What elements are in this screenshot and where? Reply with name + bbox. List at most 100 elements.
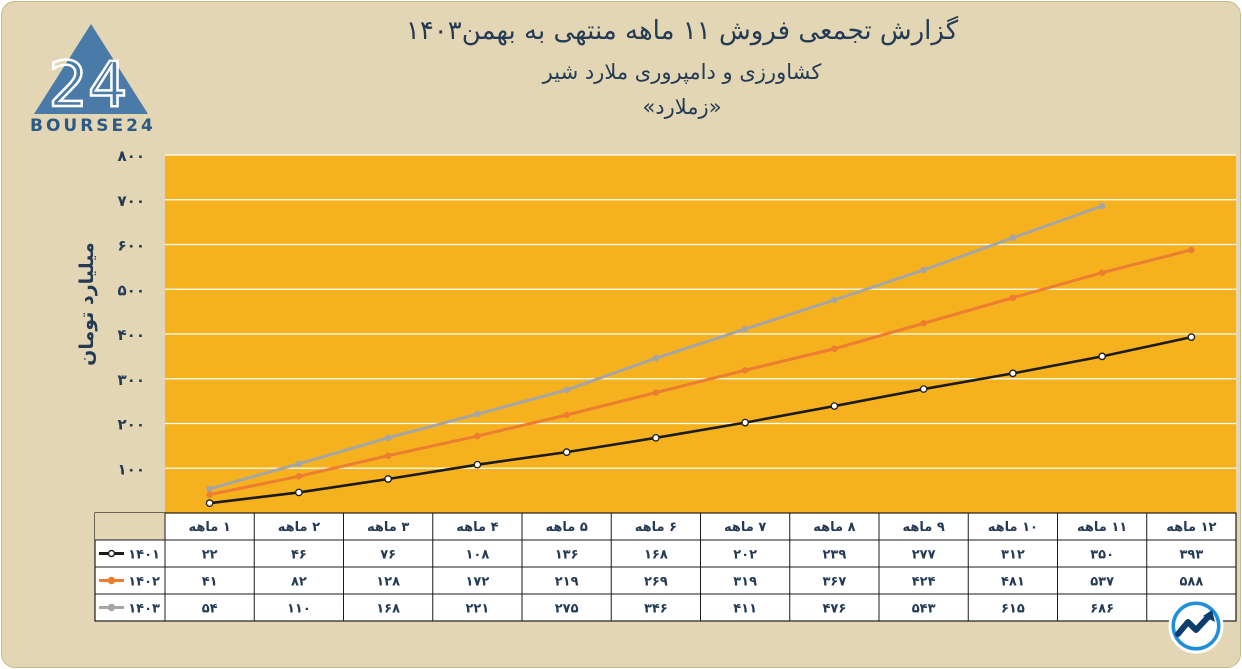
- table-value-cell: ۴۱۱: [733, 602, 757, 617]
- data-point: [384, 475, 392, 483]
- table-value-cell: ۳۵۰: [1090, 548, 1114, 563]
- x-category-label: ۸ ماهه: [813, 520, 855, 535]
- data-point: [473, 460, 482, 469]
- legend-series-name: ۱۴۰۱: [128, 548, 160, 563]
- data-point: [920, 320, 927, 327]
- chart-title: گزارش تجمعی فروش ۱۱ ماهه منتهی به بهمن۱۴…: [405, 16, 959, 46]
- x-category-label: ۵ ماهه: [545, 520, 587, 535]
- data-point: [295, 488, 303, 497]
- table-value-cell: ۱۰۸: [465, 548, 489, 563]
- table-value-cell: ۴۸۱: [1001, 575, 1025, 590]
- x-category-label: ۶ ماهه: [635, 520, 677, 535]
- data-point: [206, 485, 213, 493]
- table-value-cell: ۵۴۳: [912, 602, 936, 617]
- data-point: [1098, 269, 1106, 276]
- x-category-label: ۳ ماهه: [367, 520, 409, 535]
- data-point: [384, 452, 392, 459]
- table-value-cell: ۵۸۸: [1179, 575, 1203, 590]
- y-tick-label: ۴۰۰: [118, 326, 145, 344]
- x-category-label: ۷ ماهه: [724, 520, 766, 535]
- data-point: [562, 448, 571, 456]
- data-point: [295, 473, 303, 480]
- table-value-cell: ۶۱۵: [1001, 602, 1025, 617]
- table-value-cell: ۱۷۲: [465, 575, 489, 590]
- table-value-cell: ۳۶۷: [822, 575, 846, 590]
- data-point: [1187, 333, 1196, 341]
- data-point: [295, 460, 303, 468]
- data-point: [563, 386, 570, 394]
- data-point: [831, 345, 838, 353]
- svg-text:24: 24: [49, 48, 128, 121]
- data-point: [384, 434, 392, 442]
- x-category-label: ۴ ماهه: [456, 520, 498, 535]
- legend-key-marker: [107, 603, 116, 612]
- growth-arrow-badge-icon: [1168, 598, 1224, 654]
- table-value-cell: ۲۲۱: [465, 602, 489, 617]
- data-point: [831, 296, 838, 304]
- data-point: [652, 433, 660, 442]
- x-category-label: ۹ ماهه: [902, 520, 944, 535]
- chart-subtitle-symbol: «زملارد»: [642, 95, 722, 119]
- data-point: [1098, 202, 1106, 210]
- x-category-label: ۱ ماهه: [188, 520, 230, 535]
- legend-key-marker: [107, 549, 116, 558]
- table-value-cell: ۴۱: [202, 575, 218, 590]
- data-point: [919, 385, 928, 393]
- table-value-cell: ۳۴۶: [644, 602, 668, 617]
- data-point: [830, 402, 839, 410]
- x-category-label: ۱۰ ماهه: [988, 520, 1038, 535]
- data-point: [652, 354, 660, 362]
- data-point: [741, 325, 749, 333]
- data-point: [1098, 352, 1106, 361]
- table-value-cell: ۵۴: [202, 602, 218, 617]
- data-point: [741, 418, 749, 427]
- table-value-cell: ۲۷۵: [555, 602, 579, 617]
- y-tick-label: ۲۰۰: [118, 416, 145, 434]
- table-value-cell: ۱۲۸: [376, 575, 400, 590]
- x-category-label: ۱۱ ماهه: [1077, 520, 1127, 535]
- data-point: [474, 410, 481, 418]
- data-point: [563, 411, 570, 419]
- logo-text: BOURSE24: [30, 116, 156, 136]
- x-category-label: ۱۲ ماهه: [1166, 520, 1216, 535]
- bourse24-logo-icon: 24: [34, 24, 148, 122]
- table-value-cell: ۲۱۹: [555, 575, 579, 590]
- table-value-cell: ۱۶۸: [376, 602, 400, 617]
- data-point: [1009, 294, 1017, 302]
- data-point: [652, 389, 660, 396]
- table-value-cell: ۲۰۲: [733, 548, 757, 563]
- y-axis-label: میلیارد تومان: [76, 242, 98, 366]
- data-point: [741, 366, 749, 374]
- table-value-cell: ۴۷۶: [822, 602, 846, 617]
- y-tick-label: ۱۰۰: [118, 460, 145, 478]
- data-point: [205, 499, 214, 508]
- data-table-corner: [95, 513, 165, 540]
- table-value-cell: ۱۱۰: [287, 602, 311, 617]
- y-tick-label: ۵۰۰: [118, 281, 145, 299]
- table-value-cell: ۲۶۹: [644, 575, 668, 590]
- table-value-cell: ۶۸۶: [1090, 602, 1114, 617]
- table-value-cell: ۲۳۹: [822, 548, 846, 563]
- data-point: [1009, 369, 1017, 378]
- table-value-cell: ۱۶۸: [644, 548, 668, 563]
- legend-series-name: ۱۴۰۲: [128, 575, 160, 590]
- data-point: [920, 266, 927, 274]
- data-point: [1009, 234, 1017, 242]
- y-tick-label: ۶۰۰: [118, 237, 145, 255]
- y-tick-label: ۸۰۰: [118, 147, 145, 165]
- legend-series-name: ۱۴۰۳: [128, 602, 160, 617]
- data-point: [1188, 246, 1195, 254]
- table-value-cell: ۲۲: [202, 548, 218, 563]
- chart-subtitle: کشاورزی و دامپروری ملارد شیر: [542, 60, 822, 84]
- table-value-cell: ۸۲: [291, 575, 307, 590]
- table-value-cell: ۳۹۳: [1179, 548, 1203, 563]
- y-tick-label: ۳۰۰: [118, 371, 145, 389]
- legend-key-marker: [107, 576, 116, 585]
- table-value-cell: ۷۶: [380, 548, 396, 563]
- x-category-label: ۲ ماهه: [278, 520, 320, 535]
- table-value-cell: ۱۳۶: [555, 548, 579, 563]
- data-point: [474, 432, 481, 440]
- table-value-cell: ۲۷۷: [912, 548, 936, 563]
- series-line: [209, 335, 1192, 505]
